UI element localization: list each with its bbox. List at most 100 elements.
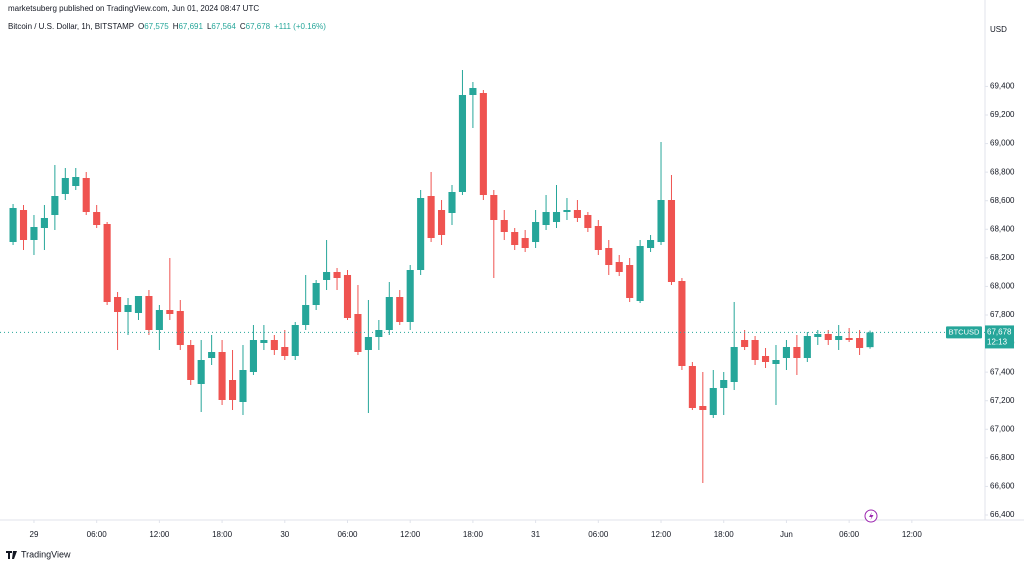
x-tick-label: 06:00	[839, 530, 860, 539]
x-tick-label: 29	[30, 530, 39, 539]
x-tick-label: 18:00	[714, 530, 735, 539]
candle-body	[835, 336, 843, 340]
brand-name: TradingView	[21, 549, 71, 559]
candle-body	[699, 406, 707, 410]
y-tick-label: 67,800	[990, 310, 1015, 319]
candle-body	[511, 232, 519, 245]
y-tick-label: 68,000	[990, 282, 1015, 291]
candle-body	[260, 340, 268, 343]
x-tick-label: 12:00	[149, 530, 170, 539]
candle-body	[479, 93, 487, 195]
candle-body	[688, 366, 696, 408]
y-tick-label: 67,400	[990, 367, 1015, 376]
candle-body	[134, 296, 143, 313]
candle-body	[417, 198, 425, 270]
candle-body	[741, 340, 749, 347]
candle-body	[291, 325, 299, 356]
legend-value: 67,564	[211, 22, 236, 31]
candle-body	[427, 196, 435, 238]
x-tick-label: 12:00	[902, 530, 923, 539]
y-tick-label: 67,200	[990, 396, 1015, 405]
event-bolt	[869, 512, 874, 520]
candle-body	[761, 356, 770, 362]
x-tick-label: 06:00	[87, 530, 108, 539]
candle-body	[218, 352, 226, 400]
candle-body	[678, 281, 686, 366]
candle-body	[375, 330, 383, 337]
price-tag-price: 67,678	[987, 328, 1012, 337]
price-tag-box	[985, 325, 1014, 349]
candle-body	[573, 210, 581, 218]
x-tick-label: 18:00	[212, 530, 233, 539]
x-tick-label: 06:00	[337, 530, 358, 539]
legend-change: +111 (+0.16%)	[274, 22, 326, 31]
candle-body	[793, 347, 801, 358]
candle-body	[155, 310, 163, 330]
candle-body	[354, 314, 362, 352]
candle-body	[93, 212, 101, 225]
legend-key: L	[207, 22, 212, 31]
candle-body	[166, 310, 174, 314]
candle-body	[176, 311, 184, 345]
y-tick-label: 68,600	[990, 196, 1015, 205]
candle-body	[124, 305, 132, 312]
y-tick-label: 67,000	[990, 424, 1015, 433]
candle-body	[458, 95, 467, 192]
legend-value: 67,575	[144, 22, 169, 31]
candle-body	[521, 238, 529, 248]
candle-body	[824, 334, 832, 340]
symbol: Bitcoin / U.S. Dollar, 1h, BITSTAMP	[8, 22, 134, 31]
candle-body	[730, 347, 738, 382]
candle-body	[270, 340, 278, 350]
candle-body	[228, 380, 237, 400]
candle-body	[814, 334, 822, 337]
legend-key: H	[173, 22, 179, 31]
candle-body	[647, 240, 655, 248]
brand: TradingView	[6, 549, 71, 559]
candle-body	[866, 332, 874, 348]
candle-body	[208, 352, 216, 358]
legend-value: 67,691	[178, 22, 203, 31]
candle-body	[626, 265, 634, 298]
y-axis-label: USD	[990, 25, 1007, 34]
candle-body	[249, 340, 257, 372]
candle-body	[145, 296, 153, 330]
y-tick-label: 69,200	[990, 110, 1015, 119]
y-tick-label: 69,400	[990, 82, 1015, 91]
ohlc-legend: O67,575 H67,691 L67,564 C67,678 +111 (+0.16%…	[138, 22, 326, 31]
candle-body	[584, 215, 592, 228]
candle-body	[448, 192, 456, 213]
candle-body	[239, 370, 247, 402]
x-tick-label: 12:00	[651, 530, 672, 539]
x-tick-label: 06:00	[588, 530, 609, 539]
candle-body	[40, 218, 48, 228]
candle-body	[82, 178, 90, 212]
candle-body	[103, 224, 111, 302]
y-tick-label: 66,400	[990, 510, 1015, 519]
candle-body	[605, 248, 613, 265]
candle-body	[803, 336, 811, 358]
candle-body	[312, 283, 320, 305]
price-tag-countdown: 12:13	[987, 338, 1008, 347]
price-tag-name: BTCUSD	[949, 327, 980, 336]
legend-value: 67,678	[246, 22, 271, 31]
candle-body	[406, 270, 414, 322]
candle-body	[720, 380, 728, 388]
candle-body	[9, 208, 17, 242]
candle-body	[187, 345, 195, 380]
candle-body	[302, 305, 310, 325]
candle-body	[845, 338, 853, 340]
x-tick-label: 18:00	[463, 530, 484, 539]
candle-body	[30, 227, 38, 240]
candle-body	[500, 220, 508, 232]
candle-body	[751, 340, 759, 360]
candle-body	[51, 196, 59, 215]
candle-body	[364, 337, 372, 350]
candle-body	[594, 226, 602, 250]
candle-body	[61, 178, 69, 194]
candle-body	[323, 272, 331, 280]
candle-body	[19, 210, 28, 240]
